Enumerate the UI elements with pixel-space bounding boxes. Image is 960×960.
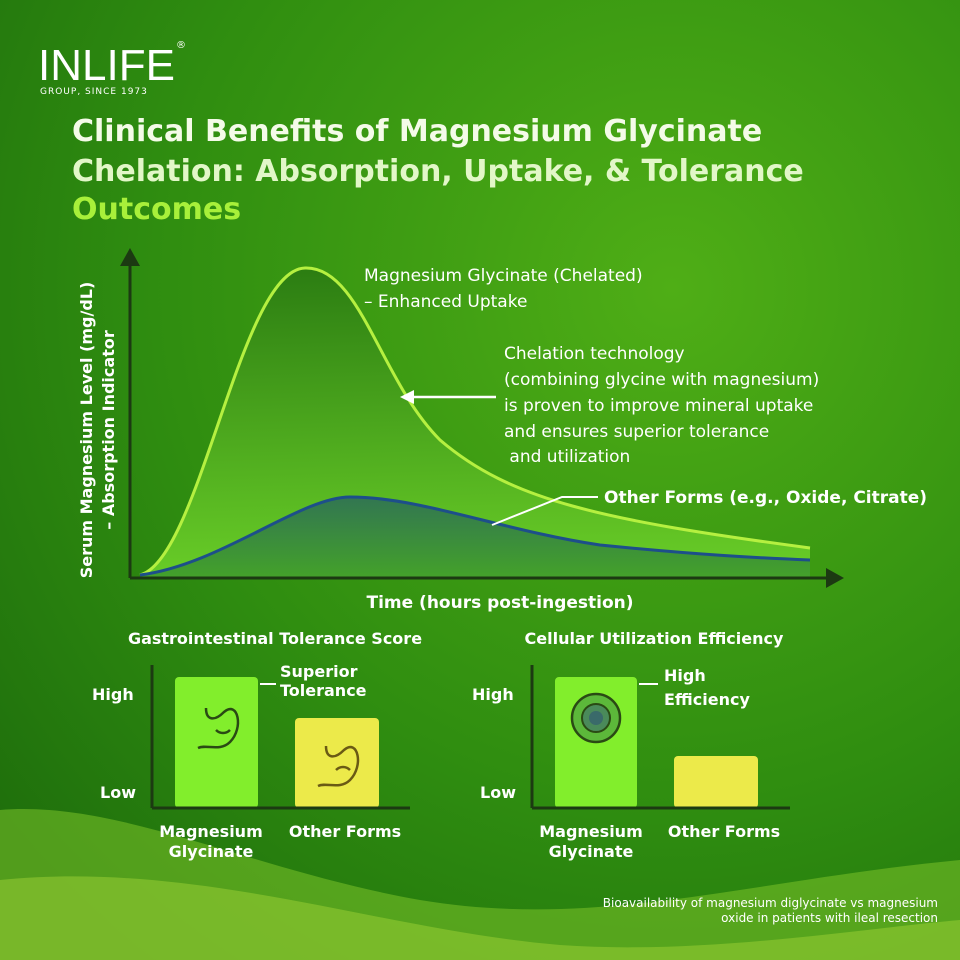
title-line: Clinical Benefits of Magnesium Glycinate bbox=[72, 114, 762, 149]
note-line: Chelation technology bbox=[504, 344, 685, 364]
level-high: High bbox=[472, 685, 514, 704]
level-low: Low bbox=[100, 783, 136, 802]
other-area bbox=[140, 497, 810, 578]
callout: Tolerance bbox=[280, 681, 367, 700]
brand-registered: ® bbox=[176, 40, 186, 51]
category-label: Magnesium bbox=[539, 822, 642, 841]
title-line: Chelation: Absorption, Uptake, & Toleran… bbox=[72, 154, 804, 189]
note-arrowhead bbox=[400, 390, 414, 404]
brand-tagline: GROUP, SINCE 1973 bbox=[40, 87, 148, 97]
footnote: Bioavailability of magnesium diglycinate… bbox=[603, 896, 938, 910]
category-label: Magnesium bbox=[159, 822, 262, 841]
category-label: Other Forms bbox=[668, 822, 780, 841]
glycinate-bar bbox=[175, 677, 258, 808]
note-line: and ensures superior tolerance bbox=[504, 422, 769, 442]
other-bar bbox=[295, 718, 379, 808]
level-high: High bbox=[92, 685, 134, 704]
glycinate-label: Magnesium Glycinate (Chelated) bbox=[364, 266, 643, 286]
sad-stomach-icon bbox=[317, 745, 360, 788]
glycinate-area bbox=[140, 267, 810, 578]
glycinate-curve bbox=[139, 266, 811, 577]
x-axis-arrow bbox=[826, 568, 844, 588]
note-line: is proven to improve mineral uptake bbox=[504, 396, 813, 416]
happy-stomach-icon bbox=[197, 707, 240, 750]
panel-title: Gastrointestinal Tolerance Score bbox=[128, 629, 422, 648]
panel-title: Cellular Utilization Efficiency bbox=[525, 629, 784, 648]
callout: Efficiency bbox=[664, 690, 750, 709]
brand-name: INLIFE bbox=[38, 41, 175, 90]
y-axis-arrow bbox=[120, 248, 140, 266]
level-low: Low bbox=[480, 783, 516, 802]
other-label: Other Forms (e.g., Oxide, Citrate) bbox=[604, 488, 927, 508]
other-bar bbox=[674, 756, 758, 808]
footnote: oxide in patients with ileal resection bbox=[721, 911, 938, 925]
y-axis-label: Serum Magnesium Level (mg/dL) bbox=[77, 282, 96, 579]
callout: High bbox=[664, 666, 706, 685]
other-curve bbox=[139, 495, 811, 577]
title-line: Outcomes bbox=[72, 192, 241, 227]
category-label: Glycinate bbox=[549, 842, 634, 861]
note-line: (combining glycine with magnesium) bbox=[504, 370, 819, 390]
note-line: and utilization bbox=[504, 447, 630, 467]
other-leader bbox=[491, 496, 598, 526]
bg-wave bbox=[0, 876, 960, 960]
y-axis-label: – Absorption Indicator bbox=[99, 330, 118, 530]
category-label: Glycinate bbox=[169, 842, 254, 861]
callout: Superior bbox=[280, 662, 358, 681]
x-axis-label: Time (hours post-ingestion) bbox=[366, 593, 633, 613]
category-label: Other Forms bbox=[289, 822, 401, 841]
bg-wave bbox=[0, 809, 960, 960]
cell-icon bbox=[570, 692, 622, 744]
glycinate-label: – Enhanced Uptake bbox=[364, 292, 527, 312]
